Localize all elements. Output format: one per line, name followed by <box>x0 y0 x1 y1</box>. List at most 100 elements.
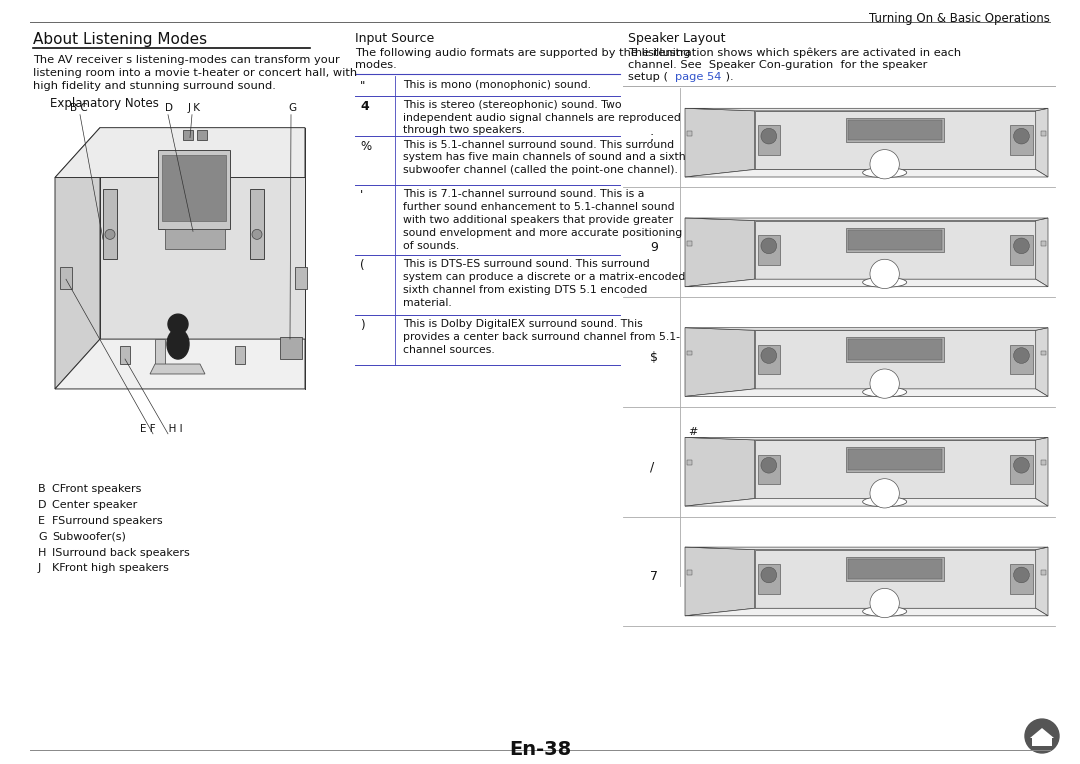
Bar <box>846 447 944 471</box>
Circle shape <box>870 150 900 179</box>
Bar <box>846 228 944 252</box>
Text: ": " <box>360 79 365 92</box>
Text: J: J <box>38 564 41 574</box>
Circle shape <box>870 588 900 617</box>
Text: FSurround speakers: FSurround speakers <box>52 516 163 526</box>
Bar <box>197 130 207 140</box>
Bar <box>687 570 691 575</box>
Text: This is 7.1-channel surround sound. This is a
further sound enhancement to 5.1-c: This is 7.1-channel surround sound. This… <box>403 189 683 251</box>
Polygon shape <box>685 547 755 616</box>
Circle shape <box>870 369 900 398</box>
Text: %: % <box>360 140 372 153</box>
Circle shape <box>168 314 188 334</box>
Text: Center speaker: Center speaker <box>52 500 137 510</box>
Polygon shape <box>685 328 755 397</box>
Bar <box>757 125 780 155</box>
Circle shape <box>761 458 777 473</box>
Text: D: D <box>165 102 173 113</box>
Polygon shape <box>685 108 755 177</box>
Polygon shape <box>158 150 230 229</box>
Text: En-38: En-38 <box>509 740 571 759</box>
Text: B: B <box>38 484 45 494</box>
Text: B C: B C <box>70 102 87 113</box>
Text: This is 5.1-channel surround sound. This surround
system has five main channels : This is 5.1-channel surround sound. This… <box>403 140 686 175</box>
Polygon shape <box>1036 108 1048 177</box>
Text: The illustration shows which spêkers are activated in each: The illustration shows which spêkers are… <box>627 48 961 58</box>
Circle shape <box>870 479 900 508</box>
Polygon shape <box>685 438 755 506</box>
Text: J K: J K <box>188 102 201 113</box>
Polygon shape <box>162 154 226 222</box>
Text: page 54: page 54 <box>675 72 721 82</box>
Polygon shape <box>685 279 1048 286</box>
Text: 9: 9 <box>650 241 658 254</box>
Text: Explanatory Notes: Explanatory Notes <box>50 97 159 110</box>
Bar <box>235 346 245 364</box>
Bar <box>848 449 943 470</box>
Text: The following audio formats are supported by the listening: The following audio formats are supporte… <box>355 48 690 58</box>
Circle shape <box>1025 719 1059 753</box>
Text: G: G <box>288 102 296 113</box>
Text: (: ( <box>360 259 365 272</box>
Bar <box>120 346 130 364</box>
Bar <box>846 557 944 581</box>
Bar <box>1010 235 1032 264</box>
Circle shape <box>1013 128 1029 144</box>
Bar <box>60 267 72 290</box>
Bar <box>757 345 780 374</box>
Text: /: / <box>650 460 654 473</box>
Text: This is Dolby DigitalEX surround sound. This
provides a center back surround cha: This is Dolby DigitalEX surround sound. … <box>403 319 680 354</box>
Text: E F    H I: E F H I <box>140 424 183 434</box>
Polygon shape <box>55 128 305 177</box>
Polygon shape <box>1036 547 1048 616</box>
Text: This is mono (monophonic) sound.: This is mono (monophonic) sound. <box>403 79 591 90</box>
Ellipse shape <box>863 497 907 507</box>
Bar <box>687 131 691 136</box>
Text: The AV receiver s listening­modes can transform your: The AV receiver s listening­modes can tr… <box>33 55 340 65</box>
Polygon shape <box>755 330 1036 389</box>
Polygon shape <box>1036 438 1048 506</box>
Text: Turning On & Basic Operations: Turning On & Basic Operations <box>869 12 1050 25</box>
Bar <box>848 339 943 360</box>
Ellipse shape <box>863 167 907 177</box>
Polygon shape <box>1036 328 1048 397</box>
Polygon shape <box>755 111 1036 170</box>
Text: ): ) <box>360 319 365 332</box>
Polygon shape <box>685 499 1048 506</box>
Polygon shape <box>685 438 1048 440</box>
Text: E: E <box>38 516 45 526</box>
Bar <box>848 558 943 579</box>
Text: CFront speakers: CFront speakers <box>52 484 141 494</box>
Polygon shape <box>165 229 225 249</box>
Ellipse shape <box>863 607 907 617</box>
Circle shape <box>1013 567 1029 583</box>
Bar <box>757 235 780 264</box>
Bar <box>249 189 264 259</box>
Bar <box>757 455 780 484</box>
Text: #: # <box>688 427 698 437</box>
Text: Input Source: Input Source <box>355 32 434 45</box>
Polygon shape <box>685 218 1048 221</box>
Polygon shape <box>55 128 100 389</box>
Text: ': ' <box>360 189 363 202</box>
Bar <box>848 120 943 141</box>
Bar <box>1010 565 1032 594</box>
Polygon shape <box>100 128 305 339</box>
Bar <box>183 130 193 140</box>
Polygon shape <box>1032 738 1052 746</box>
Bar <box>1041 131 1047 136</box>
Ellipse shape <box>167 329 189 359</box>
Circle shape <box>1013 238 1029 254</box>
Text: This is stereo (stereophonic) sound. Two
independent audio signal channels are r: This is stereo (stereophonic) sound. Two… <box>403 100 680 135</box>
Text: ISurround back speakers: ISurround back speakers <box>52 548 190 558</box>
Bar <box>295 267 307 290</box>
Text: Subwoofer(s): Subwoofer(s) <box>52 532 126 542</box>
Circle shape <box>1013 348 1029 364</box>
Text: D: D <box>38 500 46 510</box>
Polygon shape <box>755 440 1036 499</box>
Polygon shape <box>685 170 1048 177</box>
Polygon shape <box>55 339 305 389</box>
Bar <box>1041 570 1047 575</box>
Circle shape <box>761 128 777 144</box>
Bar <box>687 351 691 355</box>
